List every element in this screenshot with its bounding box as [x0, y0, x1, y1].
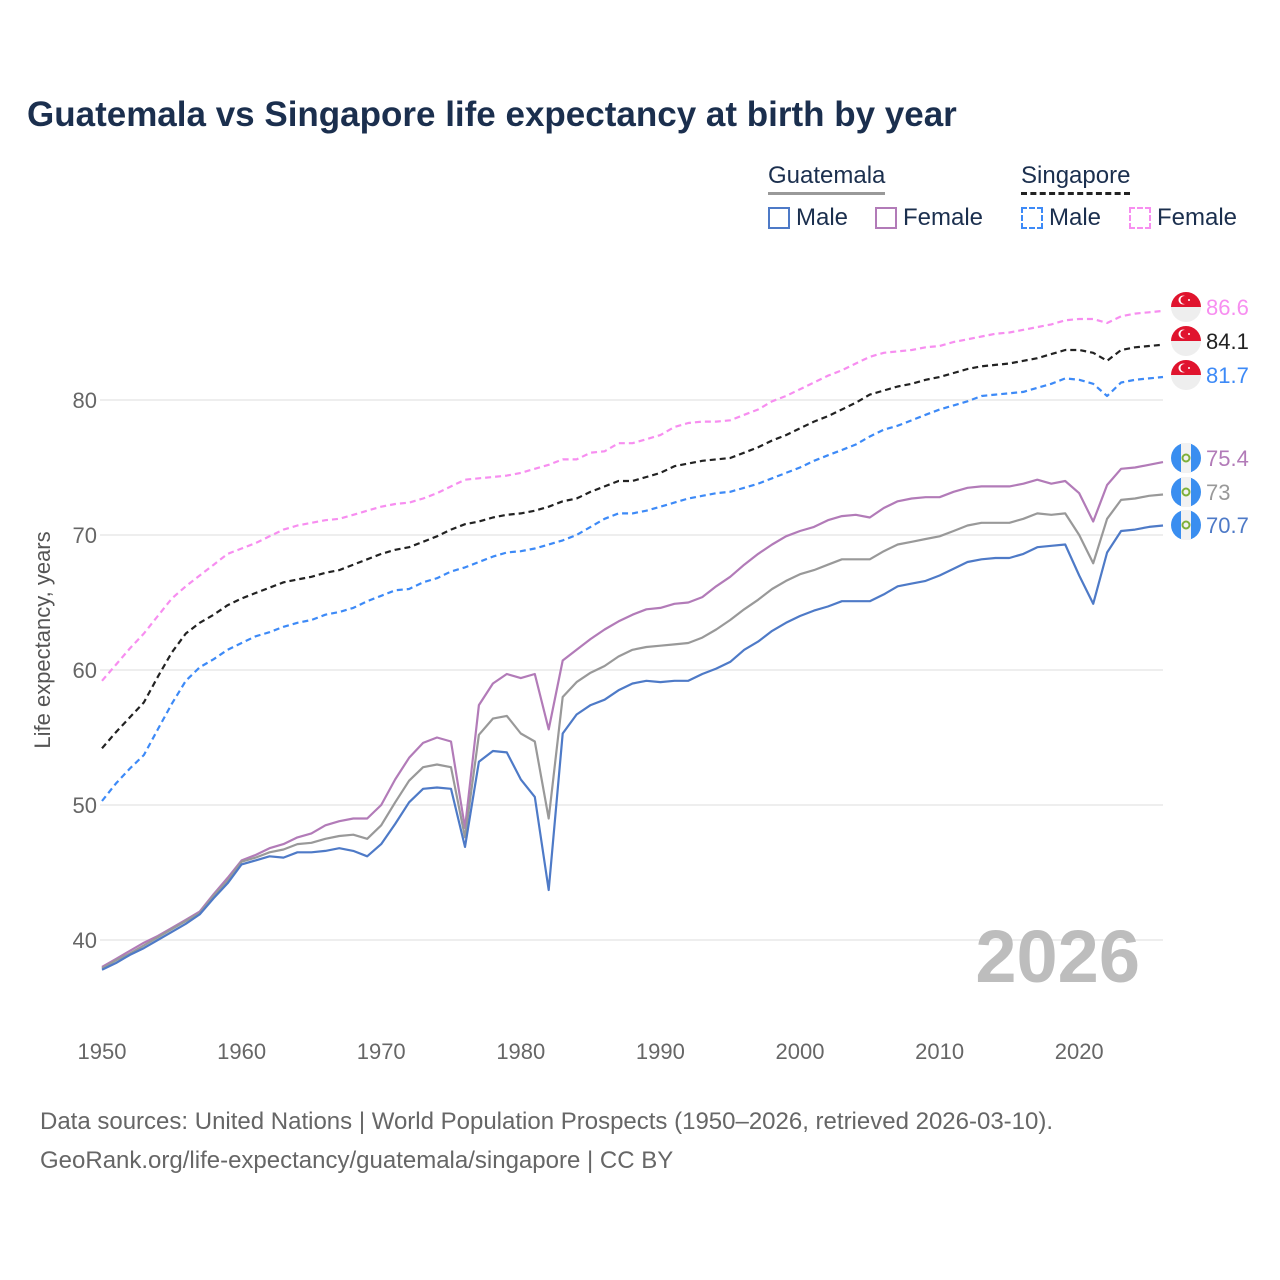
legend-singapore-heading: Singapore [1021, 162, 1131, 195]
flag-white-band [1181, 510, 1191, 540]
y-tick-label: 40 [73, 928, 97, 953]
series-line-singapore-total [101, 343, 1164, 750]
x-tick-label: 1950 [78, 1039, 127, 1064]
singapore-flag-icon [1171, 360, 1201, 390]
legend-guatemala-heading: Guatemala [768, 162, 886, 195]
legend-label: Female [903, 204, 984, 231]
flag-white-band [1181, 477, 1191, 507]
guatemala-flag-icon [1171, 443, 1201, 473]
legend-label: Male [796, 204, 849, 231]
legend-swatch [1021, 207, 1043, 229]
flag-emblem [1181, 453, 1191, 463]
end-value-label: 73 [1206, 480, 1230, 505]
end-value-label: 75.4 [1206, 446, 1249, 471]
legend-label: Male [1049, 204, 1102, 231]
flag-moon-cut [1180, 296, 1189, 304]
series-line-singapore-male [101, 375, 1164, 802]
guatemala-flag-icon [1171, 477, 1201, 507]
series-line-singapore-female [101, 309, 1164, 682]
x-tick-label: 2000 [776, 1039, 825, 1064]
legend-label: Female [1157, 204, 1238, 231]
y-axis-label: Life expectancy, years [30, 531, 55, 748]
y-tick-label: 50 [73, 793, 97, 818]
legend-singapore-male[interactable]: Male [1021, 204, 1101, 232]
legend-guatemala-female[interactable]: Female [875, 204, 983, 232]
legend-singapore-female[interactable]: Female [1129, 204, 1237, 232]
singapore-flag-icon [1171, 326, 1201, 356]
flag-white-band [1181, 443, 1191, 473]
y-tick-label: 80 [73, 388, 97, 413]
legend-swatch [875, 207, 897, 229]
year-watermark: 2026 [975, 915, 1140, 998]
series-line-guatemala-female [101, 461, 1164, 968]
guatemala-flag-icon [1171, 510, 1201, 540]
x-tick-label: 1990 [636, 1039, 685, 1064]
series-line-guatemala-total [101, 493, 1164, 970]
legend-swatch [768, 207, 790, 229]
x-tick-label: 2020 [1055, 1039, 1104, 1064]
end-value-label: 84.1 [1206, 329, 1249, 354]
legend-guatemala-male[interactable]: Male [768, 204, 848, 232]
end-value-label: 81.7 [1206, 363, 1249, 388]
chart-title: Guatemala vs Singapore life expectancy a… [27, 95, 957, 134]
singapore-flag-icon [1171, 292, 1201, 322]
flag-star [1188, 333, 1190, 335]
legend-swatch [1129, 207, 1151, 229]
footer-sources: Data sources: United Nations | World Pop… [40, 1108, 1054, 1135]
end-value-label: 86.6 [1206, 295, 1249, 320]
y-tick-label: 70 [73, 523, 97, 548]
x-tick-label: 1960 [217, 1039, 266, 1064]
flag-moon-cut [1180, 330, 1189, 338]
x-tick-label: 2010 [915, 1039, 964, 1064]
series-line-guatemala-male [101, 524, 1164, 971]
x-tick-label: 1970 [357, 1039, 406, 1064]
flag-moon-cut [1180, 364, 1189, 372]
y-tick-label: 60 [73, 658, 97, 683]
flag-emblem [1181, 487, 1191, 497]
end-value-label: 70.7 [1206, 513, 1249, 538]
footer-link[interactable]: GeoRank.org/life-expectancy/guatemala/si… [40, 1147, 674, 1174]
flag-emblem [1181, 520, 1191, 530]
flag-star [1188, 299, 1190, 301]
flag-star [1188, 367, 1190, 369]
x-tick-label: 1980 [496, 1039, 545, 1064]
